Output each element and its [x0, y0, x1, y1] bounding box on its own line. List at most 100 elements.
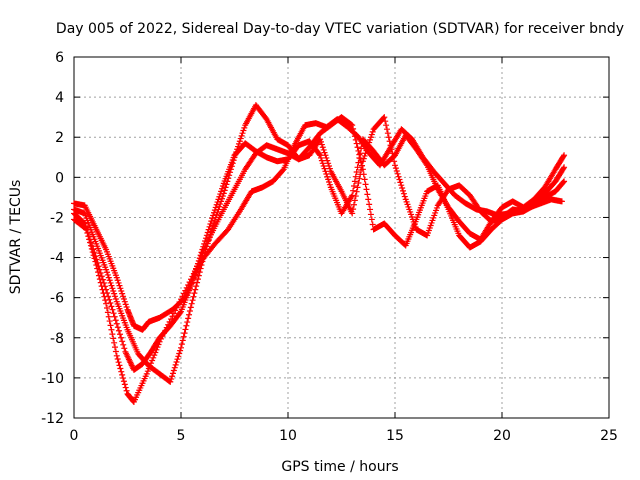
data-point — [148, 360, 155, 367]
data-point — [350, 183, 357, 190]
data-point — [117, 365, 124, 372]
data-point — [143, 370, 150, 377]
data-point — [383, 126, 390, 133]
data-point — [105, 313, 112, 320]
data-point — [144, 368, 151, 375]
data-point — [112, 317, 119, 324]
data-point — [174, 356, 181, 363]
data-point — [192, 286, 199, 293]
data-point — [400, 187, 407, 194]
data-point — [400, 190, 407, 197]
data-point — [388, 146, 395, 153]
data-point — [238, 132, 245, 139]
data-point — [320, 162, 327, 169]
data-point — [350, 125, 357, 132]
data-point — [187, 304, 194, 311]
data-point — [359, 166, 366, 173]
data-point — [324, 173, 331, 180]
data-point — [360, 171, 367, 178]
data-point — [104, 271, 111, 278]
data-point — [189, 297, 196, 304]
data-point — [118, 368, 125, 375]
data-point — [383, 122, 390, 129]
data-point — [169, 373, 176, 380]
data-point — [92, 258, 99, 265]
data-point — [211, 207, 218, 214]
data-point — [120, 378, 127, 385]
data-point — [398, 182, 405, 189]
data-point — [110, 335, 117, 342]
data-point — [215, 196, 222, 203]
data-point — [560, 153, 567, 160]
data-point — [114, 277, 121, 284]
x-tick-label: 0 — [70, 428, 79, 444]
data-point — [110, 287, 117, 294]
data-point — [359, 162, 366, 169]
data-point — [93, 262, 100, 269]
data-point — [560, 165, 567, 172]
data-point — [114, 356, 121, 363]
data-point — [369, 221, 376, 228]
data-point — [212, 204, 219, 211]
y-tick-label: -12 — [41, 411, 64, 427]
data-point — [97, 279, 104, 286]
data-point — [185, 315, 192, 322]
data-point — [393, 167, 400, 174]
data-point — [194, 279, 201, 286]
data-point — [173, 359, 180, 366]
data-point — [101, 293, 108, 300]
data-point — [319, 160, 326, 167]
data-point — [103, 266, 110, 273]
y-tick-label: -4 — [50, 251, 64, 267]
data-point — [319, 144, 326, 151]
data-point — [82, 223, 89, 230]
data-point — [175, 353, 182, 360]
data-point — [240, 127, 247, 134]
data-point — [364, 191, 371, 198]
data-point — [106, 318, 113, 325]
x-tick-label: 10 — [279, 428, 297, 444]
data-point — [380, 115, 387, 122]
data-point — [194, 276, 201, 283]
data-point — [100, 290, 107, 297]
data-point — [394, 170, 401, 177]
data-point — [178, 341, 185, 348]
data-point — [326, 162, 333, 169]
data-point — [561, 152, 568, 159]
data-point — [109, 285, 116, 292]
data-point — [385, 134, 392, 141]
data-point — [105, 274, 112, 281]
data-point — [357, 155, 364, 162]
data-point — [323, 170, 330, 177]
x-tick-label: 25 — [600, 428, 618, 444]
data-point — [353, 168, 360, 175]
data-point — [387, 142, 394, 149]
data-point — [171, 364, 178, 371]
data-point — [561, 164, 568, 171]
data-point — [81, 220, 88, 227]
data-point — [321, 149, 328, 156]
data-point — [117, 331, 124, 338]
data-point — [117, 285, 124, 292]
data-point — [191, 290, 198, 297]
data-point — [401, 193, 408, 200]
data-point — [180, 333, 187, 340]
data-point — [115, 279, 122, 286]
data-point — [90, 252, 97, 259]
data-point — [219, 185, 226, 192]
data-point — [351, 197, 358, 204]
data-point — [84, 229, 91, 236]
data-point — [359, 140, 366, 147]
series-track-4 — [71, 114, 568, 405]
data-point — [108, 282, 115, 289]
data-point — [193, 283, 200, 290]
data-point — [223, 181, 230, 188]
data-point — [239, 130, 246, 137]
data-point — [363, 147, 370, 154]
data-point — [151, 352, 158, 359]
data-point — [119, 338, 126, 345]
data-point — [351, 178, 358, 185]
data-point — [423, 160, 430, 167]
data-point — [210, 212, 217, 219]
